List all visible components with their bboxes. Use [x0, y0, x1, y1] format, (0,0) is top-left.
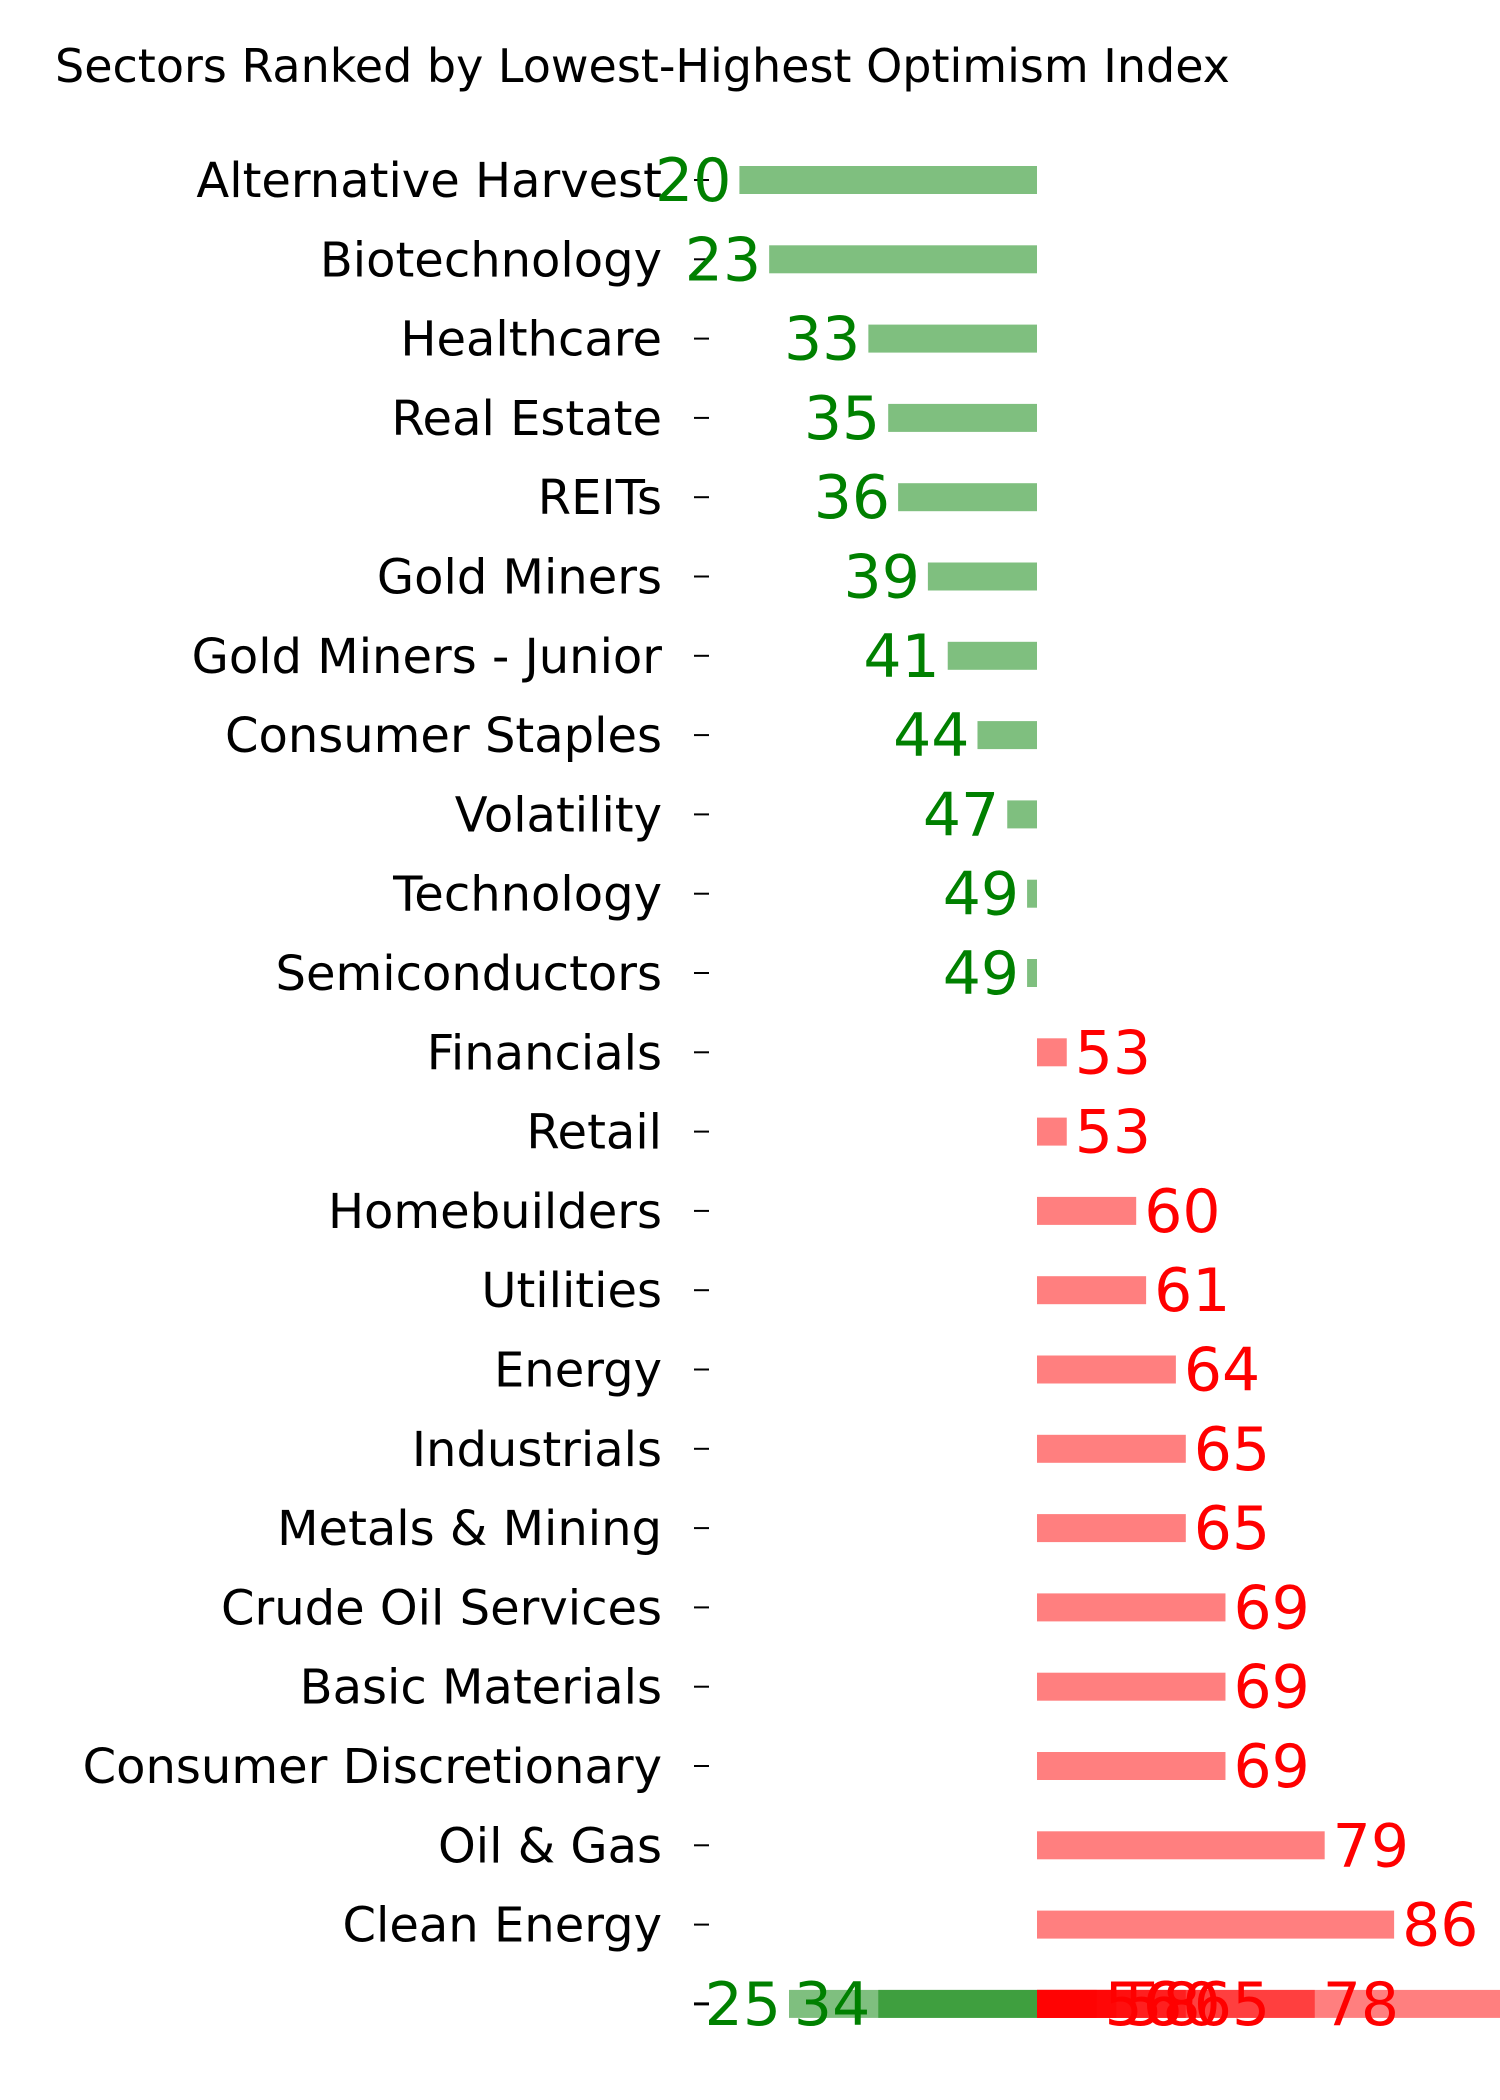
value-label-3: 35: [804, 384, 880, 454]
bar-6: [947, 641, 1037, 670]
bar-13: [1037, 1196, 1137, 1225]
bar-14: [1037, 1276, 1147, 1305]
bar-3: [888, 403, 1037, 432]
category-label-17: Metals & Mining: [277, 1501, 662, 1557]
value-label-18: 69: [1233, 1573, 1309, 1643]
bar-12: [1037, 1117, 1067, 1146]
bar-15: [1037, 1355, 1176, 1384]
category-label-21: Oil & Gas: [438, 1818, 662, 1874]
value-label-10: 49: [943, 939, 1019, 1009]
value-label-20: 69: [1233, 1732, 1309, 1802]
bar-19: [1037, 1672, 1226, 1701]
value-label-1: 23: [685, 225, 761, 295]
value-label-overlap-5: 60: [1144, 1970, 1220, 2040]
category-label-20: Consumer Discretionary: [83, 1739, 662, 1795]
bar-21: [1037, 1831, 1325, 1860]
bar-7: [977, 721, 1037, 750]
value-label-11: 53: [1075, 1018, 1151, 1088]
bar-17: [1037, 1514, 1186, 1543]
bar-overlap-1: [878, 1989, 1037, 2018]
value-labels: 20 23 33 35 36 39 41 44 47 49 49 53 53 60 61 64 65 65 69 69…: [655, 146, 1478, 2040]
category-label-4: REITs: [538, 470, 662, 526]
value-label-12: 53: [1075, 1098, 1151, 1168]
category-label-18: Crude Oil Services: [221, 1580, 662, 1636]
y-axis-labels: Alternative Harvest Biotechnology Healthca…: [83, 153, 663, 1954]
category-label-2: Healthcare: [400, 312, 662, 368]
bar-4: [898, 483, 1037, 512]
bar-overlap-7: [1037, 1989, 1097, 2018]
bar-16: [1037, 1434, 1186, 1463]
value-label-5: 39: [844, 543, 920, 613]
category-label-16: Industrials: [412, 1422, 662, 1478]
bar-11: [1037, 1038, 1067, 1067]
bar-22: [1037, 1910, 1395, 1939]
value-label-16: 65: [1194, 1415, 1270, 1485]
bar-18: [1037, 1593, 1226, 1622]
category-label-9: Technology: [392, 867, 662, 923]
bar-20: [1037, 1752, 1226, 1780]
value-label-17: 65: [1194, 1494, 1270, 1564]
category-label-22: Clean Energy: [342, 1898, 662, 1954]
value-label-4: 36: [814, 463, 890, 533]
category-label-10: Semiconductors: [276, 946, 662, 1002]
value-label-2: 33: [784, 305, 860, 375]
value-label-overlap-3: 78: [1323, 1970, 1399, 2040]
bar-5: [927, 562, 1037, 591]
category-label-11: Financials: [427, 1025, 662, 1081]
category-label-8: Volatility: [455, 787, 662, 843]
value-label-22: 86: [1402, 1891, 1478, 1961]
category-label-13: Homebuilders: [328, 1184, 662, 1240]
category-label-12: Retail: [526, 1105, 662, 1161]
category-label-6: Gold Miners - Junior: [192, 629, 663, 685]
chart-title: Sectors Ranked by Lowest-Highest Optimis…: [55, 39, 1230, 93]
bars: [739, 166, 1500, 2018]
category-label-3: Real Estate: [391, 391, 662, 447]
value-label-6: 41: [863, 622, 939, 692]
y-axis-ticks: [694, 179, 709, 2006]
value-label-overlap-1: 34: [794, 1970, 870, 2040]
category-label-0: Alternative Harvest: [196, 153, 662, 209]
value-label-13: 60: [1144, 1177, 1220, 1247]
value-label-overlap-6: 58: [1124, 1970, 1200, 2040]
bar-2: [868, 324, 1037, 353]
value-label-15: 64: [1184, 1336, 1260, 1406]
value-label-overlap-7: 56: [1105, 1970, 1181, 2040]
bar-1: [769, 245, 1037, 274]
value-label-0: 20: [655, 146, 731, 216]
category-label-14: Utilities: [481, 1263, 662, 1319]
value-label-7: 44: [893, 701, 969, 771]
value-label-21: 79: [1333, 1811, 1409, 1881]
value-label-8: 47: [923, 780, 999, 850]
bar-8: [1007, 800, 1037, 829]
value-label-14: 61: [1154, 1256, 1230, 1326]
bar-10: [1027, 959, 1037, 987]
category-label-1: Biotechnology: [320, 232, 662, 288]
value-label-19: 69: [1233, 1653, 1309, 1723]
category-label-15: Energy: [494, 1343, 662, 1399]
category-label-19: Basic Materials: [300, 1660, 662, 1716]
bar-9: [1027, 879, 1037, 908]
bar-0: [739, 166, 1037, 194]
value-label-overlap-4: 65: [1194, 1970, 1270, 2040]
category-label-5: Gold Miners: [377, 550, 662, 606]
category-label-7: Consumer Staples: [225, 708, 662, 764]
value-label-overlap-0: 25: [705, 1970, 781, 2040]
value-label-9: 49: [943, 860, 1019, 930]
